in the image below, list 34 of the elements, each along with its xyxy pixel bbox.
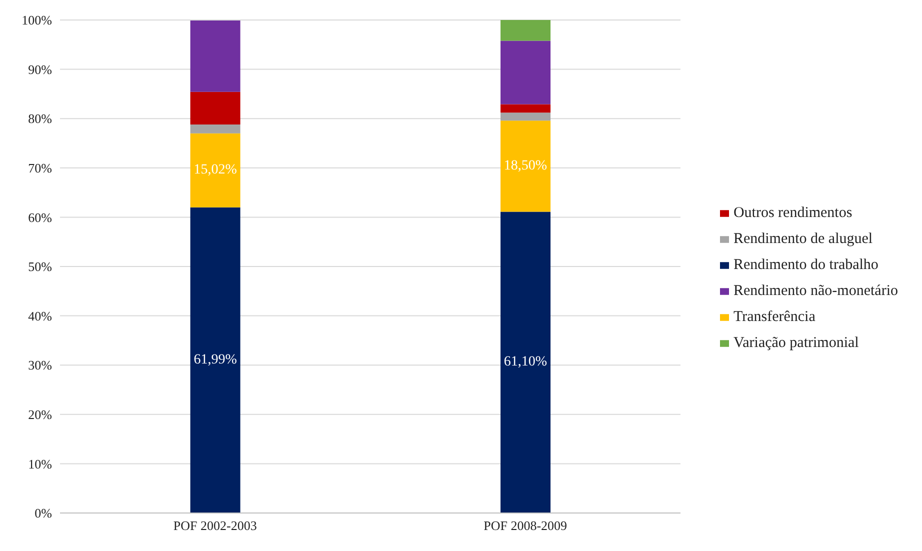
- y-tick-label: 0%: [34, 506, 52, 521]
- data-label: 18,50%: [504, 158, 548, 174]
- y-tick-label: 20%: [28, 407, 52, 422]
- data-label: 15,02%: [194, 162, 238, 178]
- x-tick-label: POF 2002-2003: [173, 518, 257, 534]
- legend-label: Rendimento de aluguel: [733, 231, 873, 247]
- y-tick-label: 50%: [28, 259, 52, 274]
- y-tick-label: 90%: [28, 62, 52, 77]
- y-tick-label: 60%: [28, 210, 52, 225]
- y-tick-label: 40%: [28, 308, 52, 324]
- y-tick-label: 30%: [28, 358, 52, 373]
- legend-label: Outros rendimentos: [733, 205, 852, 221]
- bar: [190, 133, 240, 208]
- bar: [500, 120, 551, 212]
- legend-label: Rendimento do trabalho: [733, 257, 878, 273]
- bar: [500, 212, 551, 513]
- data-label: 61,99%: [194, 352, 238, 368]
- bar: [500, 20, 551, 41]
- bar: [190, 20, 240, 92]
- y-tick-label: 70%: [28, 160, 52, 176]
- bar: [500, 112, 551, 121]
- y-tick-label: 100%: [22, 12, 52, 28]
- bar: [190, 207, 240, 513]
- bar: [190, 92, 240, 124]
- legend-label: Variação patrimonial: [733, 335, 859, 351]
- x-tick-label: POF 2008-2009: [484, 518, 568, 534]
- bar: [500, 40, 551, 104]
- legend-label: Rendimento não-monetário: [733, 283, 898, 299]
- y-tick-label: 80%: [28, 111, 52, 126]
- bar: [190, 124, 240, 134]
- legend-label: Transferência: [733, 309, 816, 325]
- bar: [500, 104, 551, 113]
- data-label: 61,10%: [504, 354, 548, 370]
- y-tick-label: 10%: [28, 456, 52, 472]
